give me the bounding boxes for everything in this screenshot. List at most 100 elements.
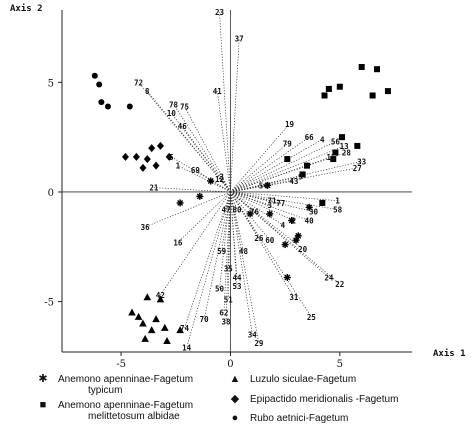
vector-line — [147, 90, 231, 193]
diamond-marker — [132, 152, 140, 161]
vector-label: 43 — [289, 177, 299, 186]
vector-label: 53 — [232, 282, 242, 291]
vector-label: 76 — [250, 208, 260, 217]
circle-marker — [104, 103, 111, 110]
square-marker — [284, 156, 291, 163]
vector-label: 69 — [191, 166, 201, 175]
legend-label: Rubo aetnici-Fagetum — [250, 413, 349, 424]
asterisk-stroke — [288, 217, 295, 224]
triangle-marker — [163, 337, 171, 345]
vector-line — [230, 191, 295, 221]
vector-label: 59 — [217, 247, 227, 256]
vector-line — [219, 191, 231, 289]
vector-label: 28 — [342, 149, 352, 158]
square-marker — [369, 92, 376, 99]
vector-line — [230, 191, 238, 210]
asterisk-marker — [305, 203, 313, 211]
vector-label: 50 — [215, 284, 225, 293]
diamond-marker — [121, 152, 129, 161]
vector-label: 29 — [254, 339, 264, 348]
vector-label: 10 — [167, 109, 177, 118]
diamond-marker — [139, 163, 147, 172]
vector-label: 38 — [222, 317, 232, 326]
y-tick-label: 0 — [48, 188, 54, 199]
vector-line — [230, 191, 244, 252]
vector-line — [230, 145, 345, 193]
triangle-marker — [143, 293, 152, 301]
square-marker — [336, 83, 343, 90]
vector-line — [230, 191, 260, 239]
vector-label: 15 — [327, 153, 336, 162]
vector-label: 3 — [268, 201, 273, 210]
square-marker — [325, 85, 332, 92]
legend-label: Luzulo siculae-Fagetum — [250, 374, 357, 385]
square-marker — [299, 171, 306, 178]
vector-label: 23 — [215, 8, 225, 17]
vector-label: 20 — [298, 245, 308, 254]
vector-label: 1 — [176, 162, 181, 171]
vector-label: 9 — [298, 173, 303, 182]
vector-line — [230, 191, 338, 202]
vector-line — [230, 38, 240, 192]
vector-line — [173, 104, 231, 193]
asterisk-stroke — [177, 199, 184, 206]
asterisk-marker — [246, 210, 254, 218]
triangle-marker — [161, 323, 169, 331]
legend-sublabel: typicum — [88, 385, 123, 396]
vector-label: 42 — [156, 291, 165, 300]
vector-label: 8 — [145, 87, 150, 96]
triangle-marker — [134, 312, 143, 320]
triangle-marker — [152, 315, 160, 323]
vector-label: 79 — [283, 140, 293, 149]
vector-line — [230, 191, 238, 278]
vector-line — [230, 191, 270, 206]
vector-line — [230, 139, 323, 193]
vector-label: 60 — [265, 236, 275, 245]
vector-label: 1 — [335, 197, 340, 206]
variable-vectors — [138, 12, 362, 348]
vector-line — [230, 123, 290, 193]
vector-label: 12 — [215, 175, 224, 184]
vector-label: 21 — [149, 184, 159, 193]
diamond-marker — [152, 161, 160, 170]
vector-line — [225, 191, 231, 210]
vector-label: 77 — [276, 199, 285, 208]
circle-icon: ● — [231, 412, 239, 424]
triangle-marker — [176, 326, 184, 334]
square-marker — [332, 149, 339, 156]
vector-line — [230, 191, 312, 318]
vector-label: 19 — [285, 120, 295, 129]
asterisk-stroke — [207, 178, 214, 184]
vector-label: 5 — [169, 153, 174, 162]
vector-line — [153, 187, 231, 193]
circle-marker — [91, 72, 98, 79]
vector-line — [230, 191, 303, 250]
asterisk-marker — [196, 192, 204, 200]
asterisk-marker — [266, 210, 274, 218]
vector-label: 4 — [320, 135, 325, 144]
vector-label: 56 — [331, 138, 341, 147]
asterisk-marker — [176, 199, 184, 207]
asterisk-marker — [294, 232, 302, 240]
triangle-marker — [128, 308, 136, 316]
vector-label: 2 — [292, 216, 297, 225]
vector-line — [219, 178, 231, 193]
vector-line — [223, 191, 231, 313]
vector-label: 16 — [173, 238, 183, 247]
vector-label: 35 — [224, 265, 233, 274]
triangle-marker — [141, 334, 149, 342]
vector-line — [230, 191, 338, 210]
diamond-marker — [143, 155, 151, 164]
vector-label: 72 — [134, 78, 143, 87]
vector-line — [230, 191, 284, 226]
vector-label: 26 — [254, 234, 264, 243]
square-marker — [339, 134, 345, 141]
plot-frame: -5 0 5 -5 0 5 — [44, 10, 412, 370]
x-tick-label: -5 — [116, 359, 126, 370]
square-marker — [304, 162, 310, 169]
legend-label: Epipactido meridionalis -Fagetum — [250, 394, 399, 405]
vector-line — [221, 176, 231, 193]
x-axis-label: Axis 1 — [433, 348, 466, 359]
square-marker — [330, 156, 337, 163]
